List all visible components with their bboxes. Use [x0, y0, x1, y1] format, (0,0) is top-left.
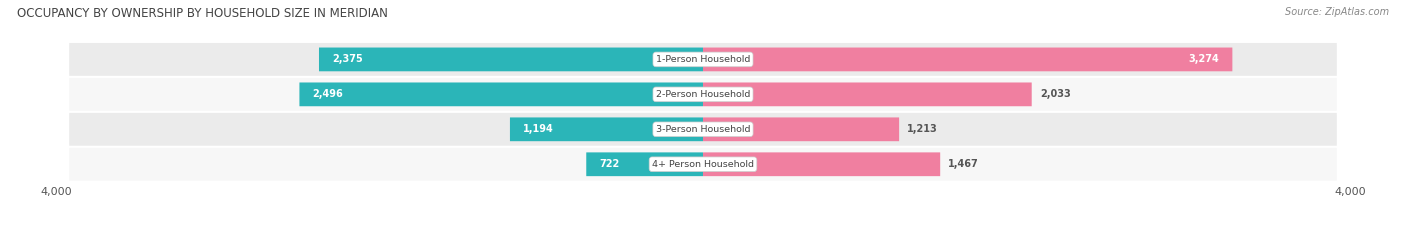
Text: 1,194: 1,194 [523, 124, 554, 134]
FancyBboxPatch shape [703, 82, 1032, 106]
Text: OCCUPANCY BY OWNERSHIP BY HOUSEHOLD SIZE IN MERIDIAN: OCCUPANCY BY OWNERSHIP BY HOUSEHOLD SIZE… [17, 7, 388, 20]
Text: 2,033: 2,033 [1040, 89, 1070, 99]
FancyBboxPatch shape [69, 148, 1337, 181]
Text: 1,467: 1,467 [948, 159, 979, 169]
Text: 4+ Person Household: 4+ Person Household [652, 160, 754, 169]
FancyBboxPatch shape [703, 152, 941, 176]
Text: Source: ZipAtlas.com: Source: ZipAtlas.com [1285, 7, 1389, 17]
Text: 1-Person Household: 1-Person Household [655, 55, 751, 64]
FancyBboxPatch shape [703, 117, 898, 141]
FancyBboxPatch shape [69, 43, 1337, 76]
FancyBboxPatch shape [299, 82, 703, 106]
FancyBboxPatch shape [319, 48, 703, 71]
FancyBboxPatch shape [69, 78, 1337, 111]
Text: 722: 722 [599, 159, 620, 169]
Text: 2-Person Household: 2-Person Household [655, 90, 751, 99]
Text: 2,496: 2,496 [312, 89, 343, 99]
FancyBboxPatch shape [69, 113, 1337, 146]
Text: 3-Person Household: 3-Person Household [655, 125, 751, 134]
Text: 2,375: 2,375 [332, 55, 363, 64]
Text: 1,213: 1,213 [907, 124, 938, 134]
FancyBboxPatch shape [703, 48, 1233, 71]
Text: 3,274: 3,274 [1188, 55, 1219, 64]
FancyBboxPatch shape [586, 152, 703, 176]
FancyBboxPatch shape [510, 117, 703, 141]
